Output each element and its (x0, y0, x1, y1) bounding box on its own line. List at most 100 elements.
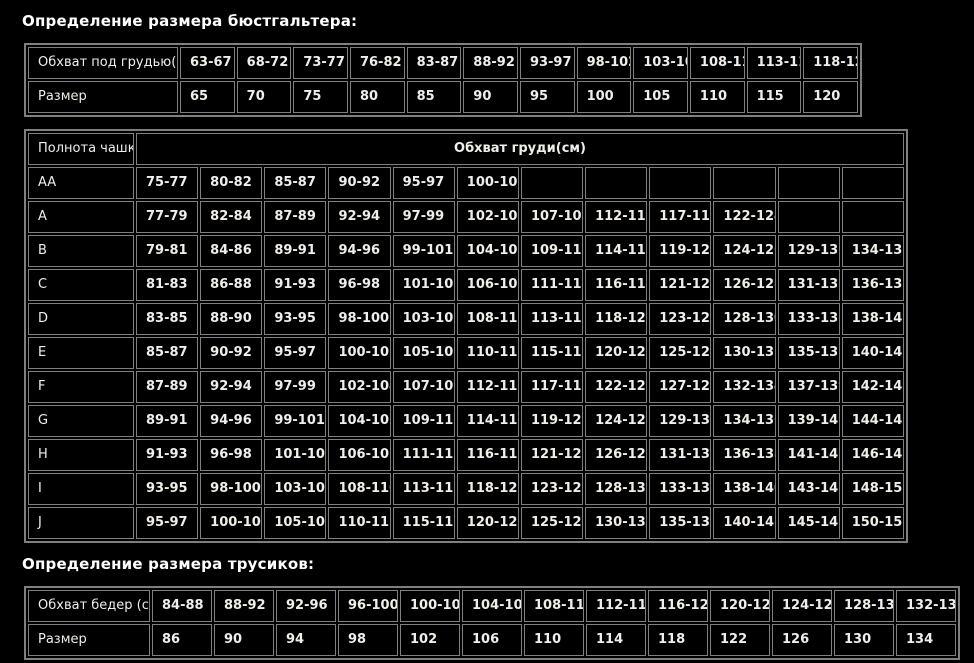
panty-value-cell: 112-116 (586, 590, 646, 622)
bust-range-cell: 141-143 (777, 439, 840, 471)
panty-value-cell: 108-112 (524, 590, 584, 622)
bust-range-cell: 99-101 (264, 405, 327, 437)
bust-range-cell: 142-144 (841, 371, 904, 403)
bust-range-cell: 123-125 (649, 303, 712, 335)
bust-range-cell: 101-103 (264, 439, 327, 471)
cup-letter-cell: AA (28, 167, 134, 199)
bust-range-cell: 119-121 (520, 405, 584, 437)
band-value-cell: 108-112 (689, 47, 745, 79)
band-value-cell: 63-67 (180, 47, 235, 79)
bust-range-cell (585, 167, 648, 199)
bust-range-cell (649, 167, 712, 199)
bust-range-cell: 131-133 (777, 269, 840, 301)
table-row: Обхват под грудью(см)63-6768-7273-7776-8… (28, 47, 858, 79)
bust-range-cell (520, 167, 584, 199)
panties-size-table: Обхват бедер (см)84-8888-9292-9696-10010… (24, 586, 960, 660)
bust-range-cell: 95-97 (136, 507, 199, 539)
table-row: D83-8588-9093-9598-100103-105108-110113-… (28, 303, 904, 335)
bust-range-cell: 105-107 (392, 337, 455, 369)
panty-value-cell: 96-100 (338, 590, 398, 622)
bust-range-cell: 127-129 (649, 371, 712, 403)
bust-range-cell: 135-137 (649, 507, 712, 539)
panty-value-cell: 116-120 (648, 590, 708, 622)
bust-range-cell: 101-103 (392, 269, 455, 301)
bust-range-cell: 98-100 (200, 473, 263, 505)
bust-range-cell: 124-126 (713, 235, 776, 267)
bust-range-cell: 120-122 (456, 507, 519, 539)
bust-range-cell (841, 167, 904, 199)
bust-range-cell: 100-102 (328, 337, 391, 369)
band-value-cell: 93-97 (519, 47, 575, 79)
panty-value-cell: 92-96 (276, 590, 336, 622)
panty-value-cell: 84-88 (152, 590, 212, 622)
bust-range-cell: 148-150 (841, 473, 904, 505)
bust-range-cell: 106-108 (328, 439, 391, 471)
bust-range-cell: 109-111 (520, 235, 584, 267)
bust-range-cell (777, 201, 840, 233)
bust-range-cell: 125-127 (649, 337, 712, 369)
bust-range-cell: 85-87 (136, 337, 199, 369)
bust-range-cell: 134-136 (713, 405, 776, 437)
band-value-cell: 98-102 (576, 47, 632, 79)
bust-range-cell: 134-136 (841, 235, 904, 267)
bra-section-heading: Определение размера бюстгальтера: (22, 12, 358, 30)
panty-value-cell: 90 (214, 624, 274, 656)
panty-value-cell: 122 (710, 624, 770, 656)
bust-range-cell: 97-99 (264, 371, 327, 403)
bust-range-cell (777, 167, 840, 199)
bust-range-cell: 119-121 (649, 235, 712, 267)
bust-range-cell: 130-132 (713, 337, 776, 369)
table-row: H91-9396-98101-103106-108111-113116-1181… (28, 439, 904, 471)
bust-range-cell: 83-85 (136, 303, 199, 335)
panties-section-heading: Определение размера трусиков: (22, 555, 315, 573)
band-value-cell: 70 (236, 81, 292, 113)
band-value-cell: 85 (406, 81, 462, 113)
bust-range-cell: 90-92 (328, 167, 391, 199)
band-value-cell: 118-122 (803, 47, 858, 79)
panty-value-cell: 132-136 (896, 590, 956, 622)
bust-range-cell: 135-137 (777, 337, 840, 369)
band-value-cell: 110 (689, 81, 745, 113)
bust-range-cell: 104-106 (328, 405, 391, 437)
bust-range-cell: 79-81 (136, 235, 199, 267)
bust-range-cell: 132-134 (713, 371, 776, 403)
bust-range-cell: 118-120 (585, 303, 648, 335)
bust-range-cell: 102-104 (456, 201, 519, 233)
table-row: Обхват бедер (см)84-8888-9292-9696-10010… (28, 590, 956, 622)
bust-range-cell: 94-96 (200, 405, 263, 437)
panty-value-cell: 106 (462, 624, 522, 656)
bust-range-cell: 88-90 (200, 303, 263, 335)
bust-range-cell: 110-112 (456, 337, 519, 369)
bust-range-cell: 116-118 (585, 269, 648, 301)
panty-value-cell: 102 (400, 624, 460, 656)
table-row: G89-9194-9699-101104-106109-111114-11611… (28, 405, 904, 437)
bust-range-cell: 117-119 (520, 371, 584, 403)
bust-range-cell: 131-133 (649, 439, 712, 471)
cup-letter-cell: F (28, 371, 134, 403)
panty-value-cell: 94 (276, 624, 336, 656)
bust-range-cell: 93-95 (264, 303, 327, 335)
table-row: Размер 65 70 75 80 85 90 95 100 105 110 115 120 (28, 81, 858, 113)
bust-range-cell: 113-115 (520, 303, 584, 335)
bra-band-size-table: Обхват под грудью(см)63-6768-7273-7776-8… (24, 43, 862, 117)
bust-range-cell: 111-113 (392, 439, 455, 471)
bust-range-cell: 87-89 (264, 201, 327, 233)
band-value-cell: 115 (746, 81, 802, 113)
bust-range-cell: 75-77 (136, 167, 199, 199)
cup-corner-header-cell: Полнота чашки (28, 133, 134, 165)
bust-range-cell: 81-83 (136, 269, 199, 301)
panty-value-cell: 88-92 (214, 590, 274, 622)
band-value-cell: 95 (519, 81, 575, 113)
band-row-label-cell: Размер (28, 81, 178, 113)
bust-range-cell: 136-138 (713, 439, 776, 471)
bust-range-cell: 90-92 (200, 337, 263, 369)
bust-range-cell: 77-79 (136, 201, 199, 233)
bust-range-cell: 115-117 (520, 337, 584, 369)
bust-range-cell: 128-130 (713, 303, 776, 335)
bust-range-cell (713, 167, 776, 199)
bust-range-cell: 144-146 (841, 405, 904, 437)
bust-range-cell: 98-100 (328, 303, 391, 335)
bust-range-cell: 87-89 (136, 371, 199, 403)
bust-range-cell: 115-117 (392, 507, 455, 539)
bust-range-cell: 110-112 (328, 507, 391, 539)
